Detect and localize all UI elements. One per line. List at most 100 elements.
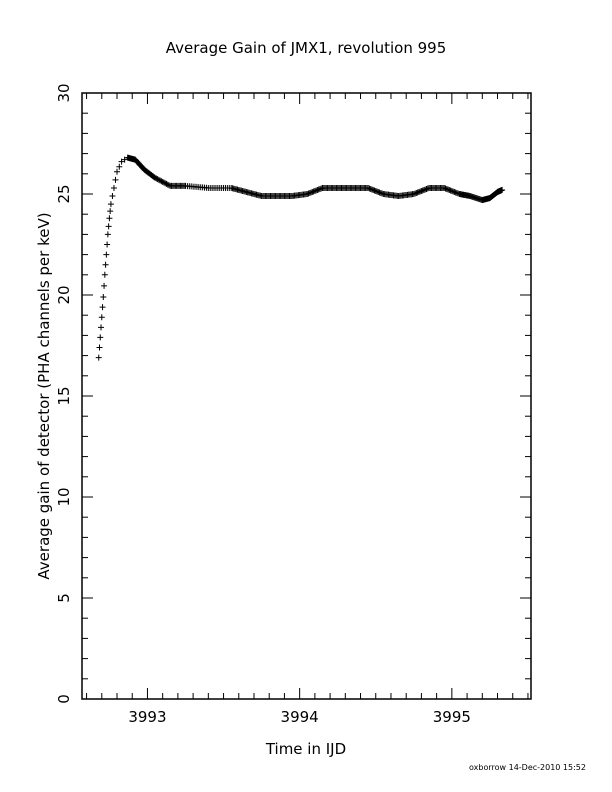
data-point <box>367 185 374 192</box>
plot-frame <box>81 92 532 700</box>
data-point <box>499 186 506 193</box>
data-point <box>419 187 426 194</box>
data-point <box>116 163 123 170</box>
data-point <box>154 176 161 183</box>
data-point <box>159 178 166 185</box>
data-point <box>163 180 170 187</box>
data-point <box>313 187 320 194</box>
y-tick-label: 5 <box>55 593 73 603</box>
data-point <box>376 189 383 196</box>
data-point <box>423 185 430 192</box>
data-point <box>311 187 318 194</box>
data-point <box>315 186 322 193</box>
data-point <box>375 188 382 195</box>
footer-stamp: oxborrow 14-Dec-2010 15:52 <box>469 763 586 772</box>
data-point <box>366 185 373 192</box>
data-point <box>121 156 128 163</box>
data-point <box>114 168 121 175</box>
y-tick-label: 25 <box>55 184 73 203</box>
data-point <box>107 201 114 208</box>
y-tick-label: 30 <box>55 83 73 102</box>
data-point <box>377 189 384 196</box>
y-axis-label: Average gain of detector (PHA channels p… <box>35 212 53 579</box>
y-tick-label: 10 <box>55 487 73 506</box>
x-tick-label: 3995 <box>433 708 471 726</box>
chart-title: Average Gain of JMX1, revolution 995 <box>166 39 447 57</box>
data-point <box>104 241 111 248</box>
data-point <box>451 188 458 195</box>
y-tick-label: 0 <box>55 694 73 704</box>
data-point <box>155 176 162 183</box>
data-point <box>415 188 422 195</box>
y-tick-label: 20 <box>55 285 73 304</box>
x-axis-label: Time in IJD <box>265 740 346 758</box>
data-point <box>158 178 165 185</box>
data-point <box>162 180 169 187</box>
data-point <box>112 176 119 183</box>
data-point <box>152 174 159 181</box>
data-point <box>304 191 311 197</box>
data-point <box>308 189 315 196</box>
data-point <box>374 188 381 195</box>
data-point <box>97 334 104 341</box>
data-point <box>306 189 313 196</box>
data-point <box>448 187 455 194</box>
x-tick-label: 3993 <box>128 708 166 726</box>
data-point <box>95 354 102 361</box>
data-point <box>309 188 316 195</box>
data-point <box>442 185 449 192</box>
data-point <box>164 181 171 188</box>
data-point <box>105 223 112 230</box>
data-point <box>452 189 459 196</box>
data-point <box>445 186 452 193</box>
data-point <box>101 282 108 289</box>
axis-ticks <box>82 92 531 700</box>
data-point <box>106 215 113 222</box>
data-point <box>412 190 419 197</box>
data-point <box>424 185 431 192</box>
data-point <box>446 186 453 193</box>
data-point <box>450 188 457 195</box>
data-point <box>441 184 448 191</box>
y-tick-label: 15 <box>55 386 73 405</box>
data-point <box>418 187 425 194</box>
data-point <box>100 294 107 301</box>
data-point <box>305 190 312 197</box>
data-point <box>447 187 454 194</box>
data-point <box>107 208 114 215</box>
data-point <box>379 190 386 197</box>
data-point <box>99 304 106 311</box>
data-point <box>365 184 372 191</box>
data-point <box>422 186 429 193</box>
x-tick-labels: 3993 3994 3995 <box>128 708 471 726</box>
data-point <box>102 261 109 268</box>
data-point <box>101 271 108 278</box>
data-point <box>413 189 420 196</box>
data-points <box>95 154 506 361</box>
data-point <box>103 251 110 258</box>
data-point <box>372 187 379 194</box>
data-point <box>98 314 105 321</box>
data-point <box>157 177 164 184</box>
data-point <box>310 188 317 195</box>
data-point <box>370 186 377 193</box>
data-point <box>118 158 125 165</box>
data-point <box>414 189 421 196</box>
data-point <box>160 179 167 186</box>
data-point <box>453 189 460 196</box>
data-point <box>420 186 427 193</box>
y-tick-labels: 0 5 10 15 20 25 30 <box>55 83 73 703</box>
data-point <box>443 185 450 192</box>
data-point <box>368 186 375 193</box>
data-point <box>318 185 325 192</box>
data-point <box>417 188 424 195</box>
data-point <box>371 187 378 194</box>
data-point <box>316 185 323 192</box>
data-point <box>314 186 321 193</box>
data-point <box>410 191 417 197</box>
data-point <box>109 193 116 200</box>
x-tick-label: 3994 <box>281 708 319 726</box>
data-point <box>104 231 111 238</box>
data-point <box>110 184 117 191</box>
